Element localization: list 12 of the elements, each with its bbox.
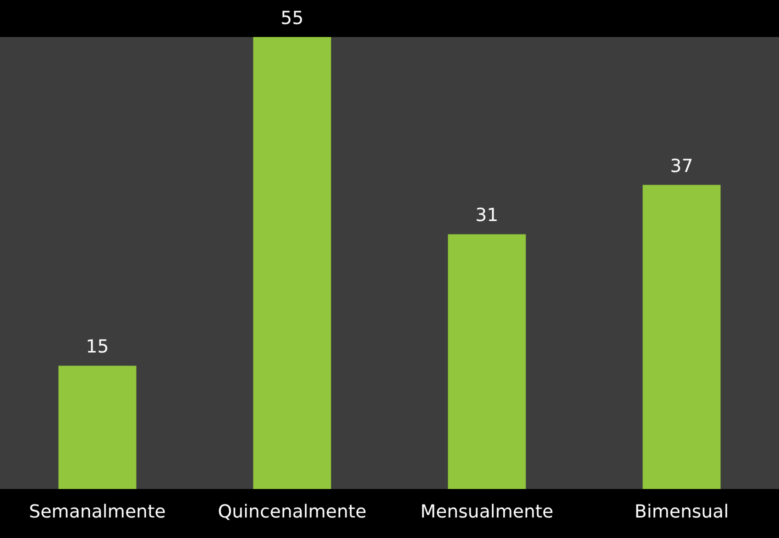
data-label: 55 — [280, 8, 304, 29]
bar — [58, 366, 136, 489]
bar — [253, 37, 332, 489]
data-label: 37 — [670, 156, 694, 177]
bar — [642, 184, 721, 489]
x-tick-label: Mensualmente — [420, 502, 554, 522]
bar — [448, 234, 526, 489]
x-tick-label: Bimensual — [634, 502, 729, 522]
x-tick-label: Quincenalmente — [218, 502, 366, 522]
data-label: 15 — [86, 336, 109, 358]
data-label: 31 — [475, 205, 498, 226]
x-tick-label: Semanalmente — [29, 502, 166, 522]
